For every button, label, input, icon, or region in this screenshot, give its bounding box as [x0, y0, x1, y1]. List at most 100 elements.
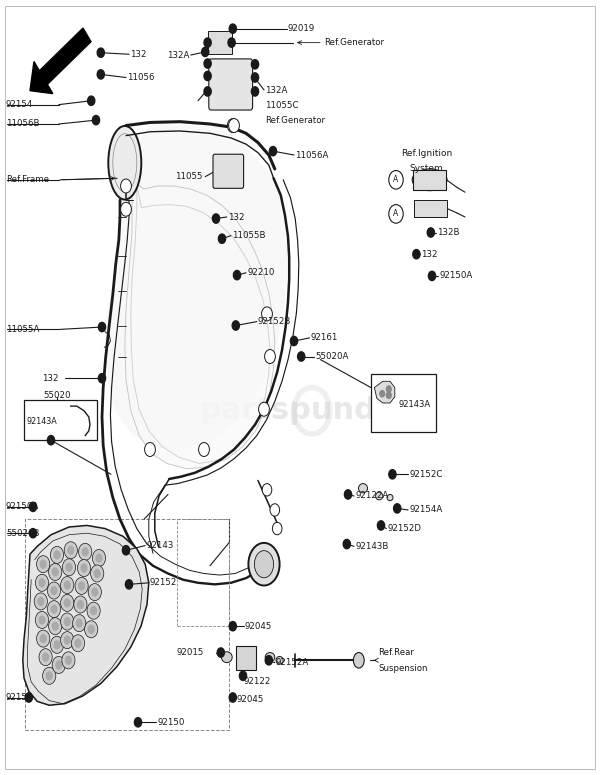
FancyBboxPatch shape [213, 154, 244, 188]
Circle shape [290, 336, 298, 346]
Text: 92045: 92045 [236, 694, 264, 704]
Text: 92143B: 92143B [355, 542, 389, 551]
Circle shape [49, 563, 62, 580]
Polygon shape [125, 180, 275, 469]
Circle shape [75, 577, 88, 594]
Circle shape [64, 617, 71, 626]
Text: Ref.Rear: Ref.Rear [378, 648, 414, 657]
Circle shape [50, 604, 58, 614]
Circle shape [91, 565, 104, 582]
Circle shape [55, 660, 62, 670]
Circle shape [50, 636, 64, 653]
Circle shape [229, 24, 236, 33]
Circle shape [251, 87, 259, 96]
Text: 11056: 11056 [127, 73, 155, 82]
Text: 11055: 11055 [175, 172, 203, 181]
Bar [208, 31, 232, 54]
Circle shape [43, 667, 56, 684]
Circle shape [61, 594, 74, 611]
Text: 55020B: 55020B [6, 529, 40, 538]
Circle shape [413, 250, 420, 259]
Text: 92150: 92150 [6, 693, 34, 702]
Circle shape [125, 580, 133, 589]
Circle shape [35, 611, 49, 629]
Text: Ref.Generator: Ref.Generator [265, 115, 325, 125]
Circle shape [98, 322, 106, 332]
Text: A: A [394, 209, 398, 219]
Text: 11055C: 11055C [265, 101, 299, 110]
Circle shape [204, 59, 211, 68]
Bar [25, 519, 229, 730]
Circle shape [251, 73, 259, 82]
FancyArrow shape [30, 28, 91, 94]
Bar [413, 170, 446, 190]
Text: 132: 132 [130, 50, 146, 59]
Text: 92154A: 92154A [409, 505, 442, 515]
Circle shape [85, 621, 98, 638]
Text: 11055B: 11055B [232, 231, 266, 240]
Circle shape [52, 567, 59, 577]
Circle shape [37, 597, 44, 606]
Text: 11055A: 11055A [6, 325, 40, 334]
Text: Ref.Frame: Ref.Frame [6, 175, 49, 184]
Text: 92015: 92015 [176, 648, 204, 657]
Ellipse shape [412, 169, 447, 191]
Circle shape [61, 632, 74, 649]
Circle shape [259, 402, 269, 416]
Bar [236, 646, 256, 670]
Circle shape [42, 653, 49, 662]
Circle shape [204, 38, 211, 47]
Circle shape [47, 436, 55, 445]
Circle shape [78, 581, 85, 591]
Circle shape [202, 47, 209, 57]
Circle shape [25, 693, 32, 702]
Text: System: System [409, 164, 443, 174]
Text: 92152B: 92152B [258, 317, 292, 326]
Ellipse shape [359, 484, 367, 493]
Circle shape [145, 443, 155, 456]
Circle shape [64, 580, 71, 590]
Circle shape [64, 542, 77, 559]
Text: 132: 132 [42, 374, 59, 383]
Circle shape [65, 563, 73, 572]
Text: Ref.Ignition: Ref.Ignition [401, 149, 452, 158]
Circle shape [62, 652, 75, 669]
Text: Suspension: Suspension [378, 663, 427, 673]
Circle shape [37, 630, 50, 647]
Text: 92210: 92210 [247, 268, 275, 277]
Circle shape [88, 625, 95, 634]
Circle shape [262, 484, 272, 496]
Text: 92161: 92161 [311, 333, 338, 343]
Circle shape [394, 504, 401, 513]
Text: 11056B: 11056B [6, 119, 40, 129]
Circle shape [87, 602, 100, 619]
Circle shape [265, 350, 275, 363]
Circle shape [427, 228, 434, 237]
Circle shape [82, 547, 89, 556]
Text: A: A [394, 175, 398, 184]
Circle shape [91, 587, 98, 597]
Circle shape [389, 470, 396, 479]
Circle shape [251, 60, 259, 69]
Circle shape [97, 48, 104, 57]
Circle shape [39, 649, 52, 666]
Circle shape [389, 205, 403, 223]
Circle shape [52, 622, 59, 631]
Circle shape [217, 648, 224, 657]
Text: partspundit: partspundit [199, 396, 401, 425]
Text: 132: 132 [228, 212, 245, 222]
Circle shape [40, 634, 47, 643]
Circle shape [79, 543, 92, 560]
Circle shape [61, 613, 74, 630]
Circle shape [34, 593, 47, 610]
Text: 132B: 132B [437, 228, 460, 237]
Text: 92154: 92154 [6, 100, 34, 109]
Text: 92150A: 92150A [6, 502, 39, 512]
Circle shape [218, 234, 226, 243]
Circle shape [46, 671, 53, 680]
Circle shape [386, 386, 391, 392]
Text: 132A: 132A [265, 86, 287, 95]
Ellipse shape [353, 653, 364, 668]
Circle shape [37, 556, 50, 573]
Text: 92143A: 92143A [26, 417, 57, 426]
